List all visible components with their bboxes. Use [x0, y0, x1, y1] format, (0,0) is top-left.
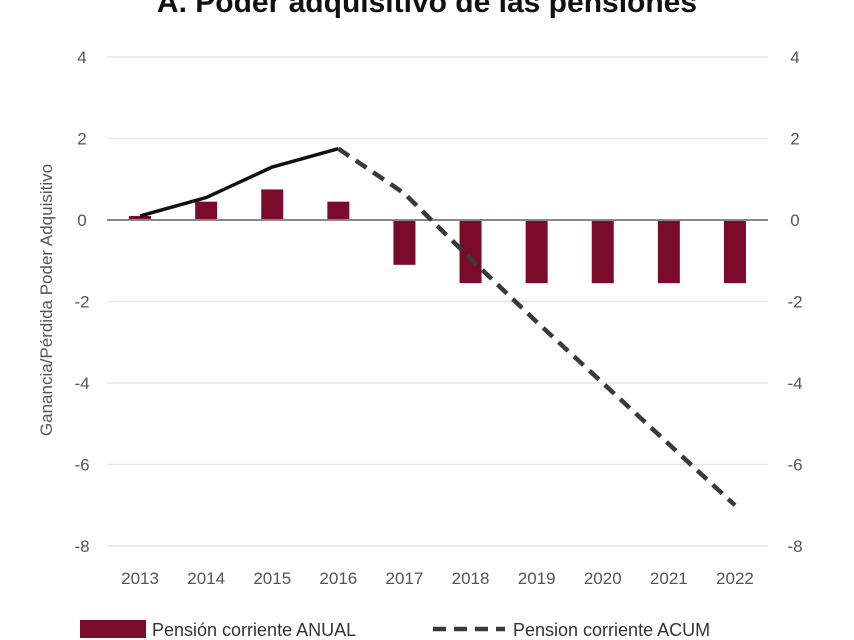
- x-tick: 2020: [584, 569, 622, 588]
- bar-2016: [327, 201, 350, 220]
- y-tick-right: -8: [787, 537, 802, 556]
- x-tick: 2015: [253, 569, 291, 588]
- x-tick: 2019: [518, 569, 556, 588]
- y-tick-right: -6: [787, 456, 802, 475]
- y-tick-left: 0: [77, 211, 86, 230]
- x-tick: 2021: [650, 569, 688, 588]
- y-tick-right: 4: [790, 48, 799, 67]
- legend-swatch-anual: [80, 620, 146, 638]
- y-axis-label: Ganancia/Pérdida Poder Adquisitivo: [37, 164, 56, 436]
- bar-2017: [393, 220, 416, 265]
- y-tick-right: 2: [790, 130, 799, 149]
- y-tick-left: -6: [74, 456, 89, 475]
- bar-2020: [591, 220, 614, 284]
- line-acum-solid: [139, 147, 339, 218]
- x-tick: 2022: [716, 569, 754, 588]
- bar-2013: [129, 215, 152, 220]
- legend-label-acum: Pension corriente ACUM: [513, 620, 710, 640]
- bar-2022: [723, 220, 746, 284]
- bar-2021: [657, 220, 680, 284]
- bar-2019: [525, 220, 548, 284]
- y-tick-right: 0: [790, 211, 799, 230]
- chart-title: A. Poder adquisitivo de las pensiones: [156, 0, 698, 19]
- y-tick-left: 2: [77, 130, 86, 149]
- x-tick: 2017: [386, 569, 424, 588]
- x-tick: 2013: [121, 569, 159, 588]
- y-tick-right: -4: [787, 374, 802, 393]
- y-tick-left: -2: [74, 293, 89, 312]
- x-tick: 2016: [319, 569, 357, 588]
- bar-2015: [261, 189, 284, 220]
- line-acum-dashed: [337, 146, 737, 507]
- bar-2018: [459, 220, 482, 284]
- x-tick: 2014: [187, 569, 225, 588]
- legend-label-anual: Pensión corriente ANUAL: [152, 620, 356, 640]
- y-tick-left: -8: [74, 537, 89, 556]
- bar-2014: [195, 201, 218, 220]
- y-tick-left: -4: [74, 374, 89, 393]
- x-tick: 2018: [452, 569, 490, 588]
- y-tick-left: 4: [77, 48, 86, 67]
- y-tick-right: -2: [787, 293, 802, 312]
